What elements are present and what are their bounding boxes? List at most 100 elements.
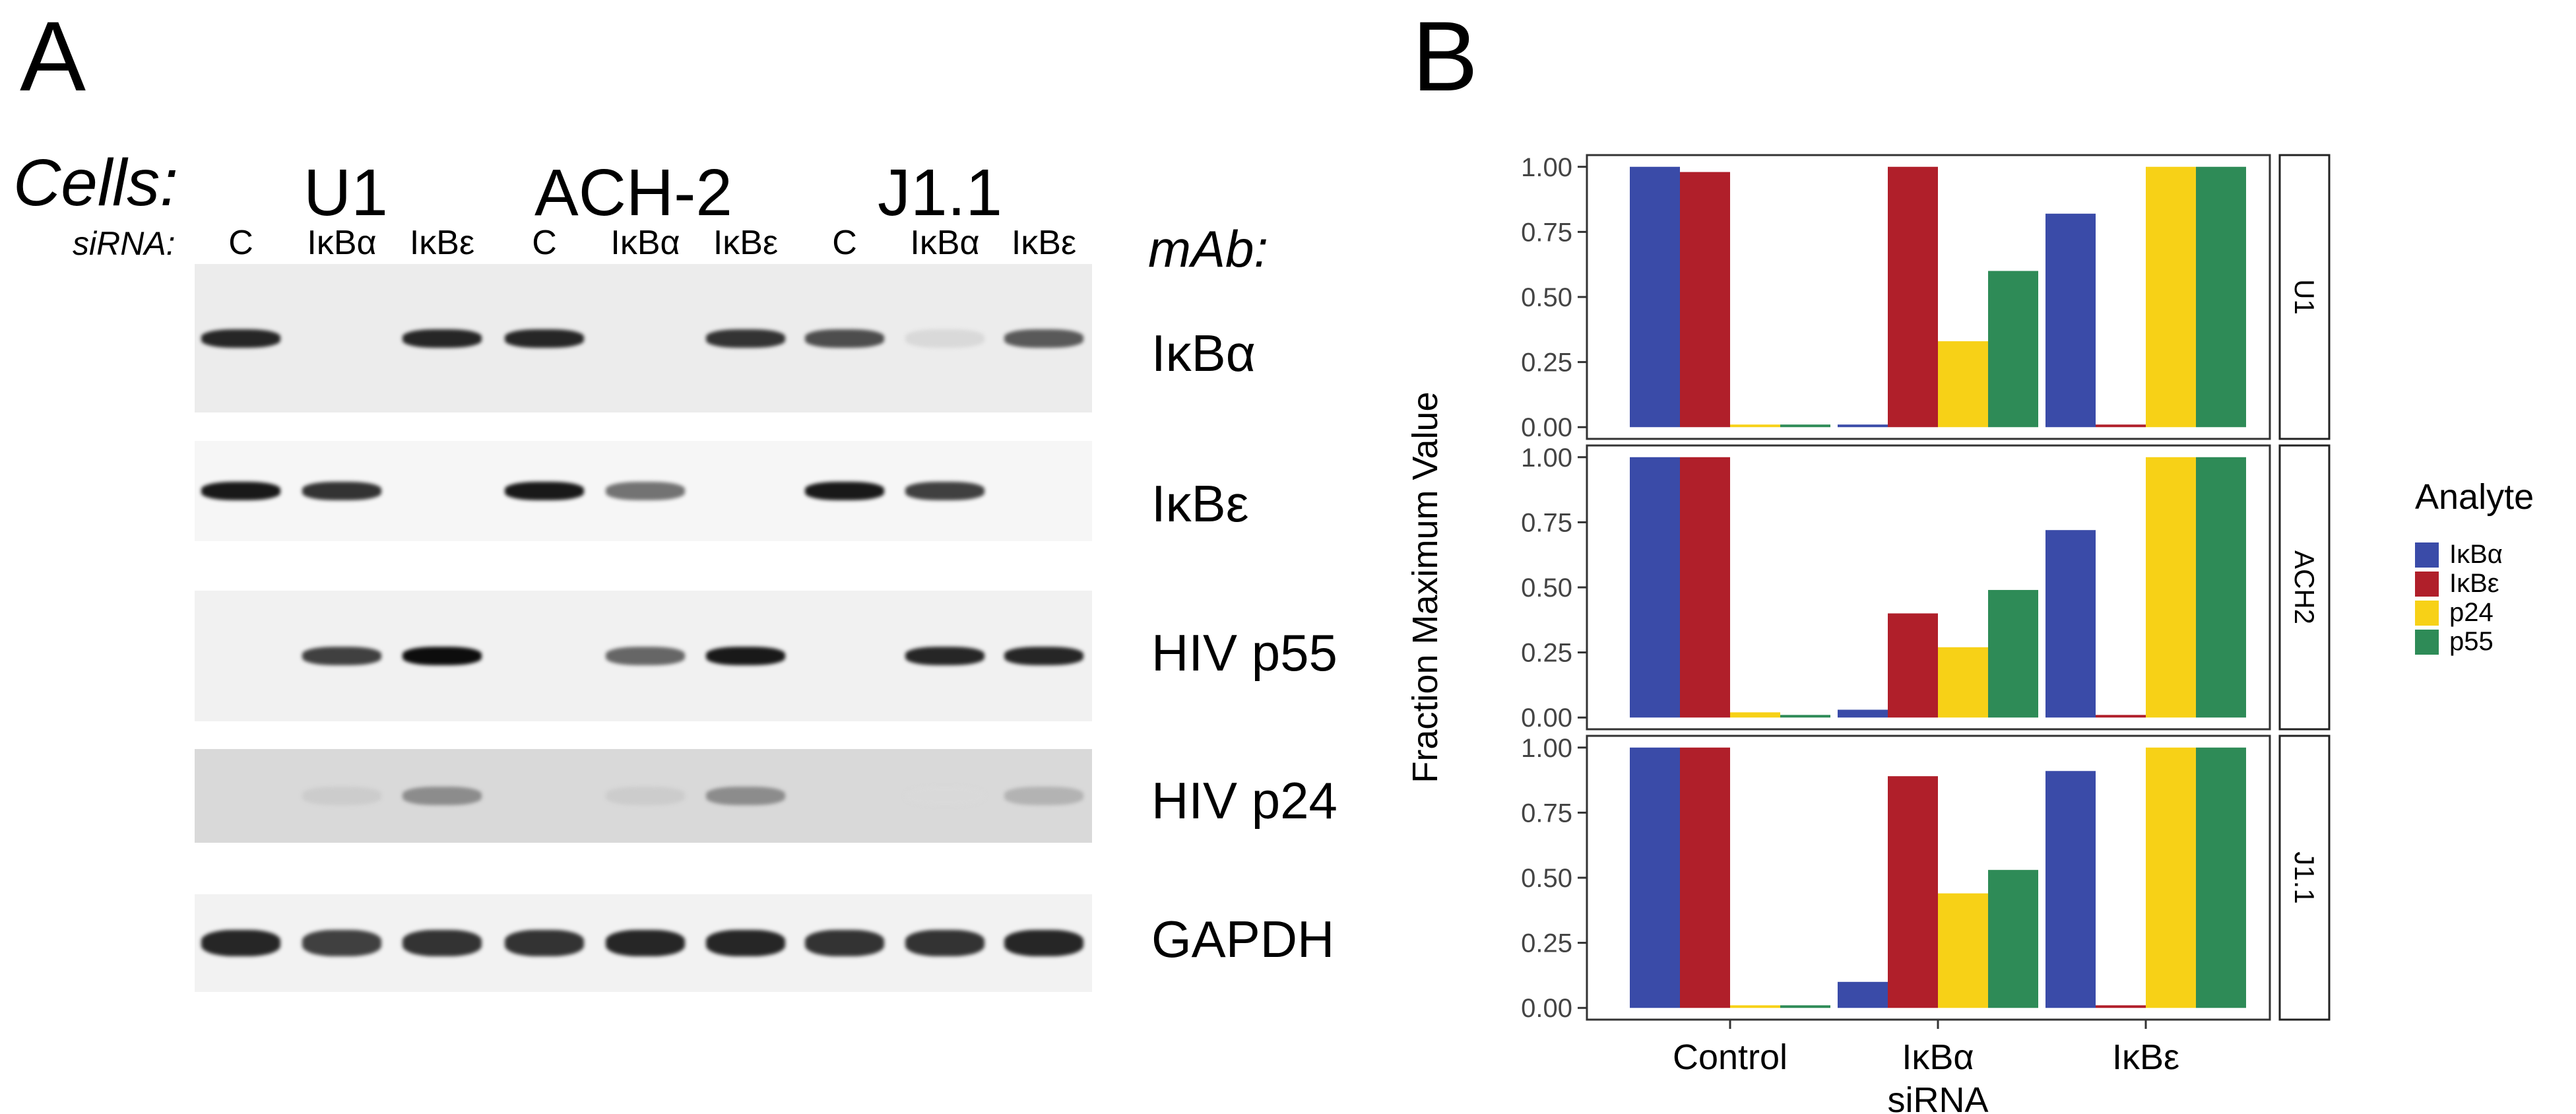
blot-band	[905, 329, 984, 348]
facet-label: U1	[2289, 279, 2320, 315]
blot-band	[706, 647, 785, 665]
y-tick-label: 0.25	[1521, 348, 1572, 377]
y-tick-label: 0.00	[1521, 994, 1572, 1023]
cell-line-u1: U1	[304, 156, 388, 230]
legend-swatch	[2415, 572, 2439, 597]
antibody-label: IκBε	[1151, 475, 1249, 533]
bar	[1938, 893, 1988, 1008]
blot-band	[805, 329, 884, 348]
bar	[1938, 341, 1988, 428]
blot-band	[201, 930, 280, 956]
bar	[2045, 771, 2096, 1008]
blot-band	[402, 329, 482, 348]
bar	[2196, 747, 2246, 1008]
bar	[1780, 715, 1830, 718]
facet-strip	[2278, 154, 2331, 440]
blot-band	[905, 930, 984, 956]
facet-label: ACH2	[2289, 550, 2320, 624]
bar	[1838, 981, 1888, 1008]
lane-label: IκBε	[1011, 224, 1077, 262]
legend-label: IκBα	[2449, 540, 2503, 569]
blot-strip	[195, 264, 1092, 412]
blot-band	[1004, 647, 1083, 665]
facet-strip	[2278, 444, 2331, 731]
blot-band	[606, 930, 685, 956]
blot-band	[402, 647, 482, 665]
bar	[2096, 1005, 2146, 1008]
lane-label: C	[228, 224, 253, 262]
bar	[2146, 457, 2196, 718]
blot-strip	[195, 749, 1092, 843]
blot-strip	[195, 441, 1092, 541]
bar	[1730, 424, 1780, 428]
bar	[1630, 166, 1680, 428]
blot-band	[706, 787, 785, 805]
y-tick-label: 1.00	[1521, 734, 1572, 763]
bar	[1888, 776, 1938, 1008]
legend-swatch	[2415, 601, 2439, 626]
bar	[1838, 424, 1888, 428]
bar	[1780, 1005, 1830, 1008]
blot-band	[805, 482, 884, 500]
blot-band	[1004, 329, 1083, 348]
blot-band	[201, 482, 280, 500]
blot-band	[505, 482, 584, 500]
sirna-label: siRNA:	[73, 225, 176, 262]
blot-band	[606, 647, 685, 665]
legend-label: IκBε	[2449, 569, 2499, 598]
blot-band	[402, 787, 482, 805]
bar	[1780, 424, 1830, 428]
blot-band	[1004, 930, 1083, 956]
panel-b-letter: B	[1412, 1, 1479, 112]
x-tick-label: siRNA	[1887, 1080, 1988, 1114]
x-tick-label: IκBε	[2112, 1037, 2179, 1077]
lane-label: IκBα	[910, 224, 980, 262]
antibody-label: IκBα	[1151, 324, 1256, 382]
y-tick-label: 0.75	[1521, 508, 1572, 537]
blot-band	[1004, 787, 1083, 805]
blot-band	[302, 787, 381, 805]
bar	[1988, 589, 2038, 718]
bar	[2196, 457, 2246, 718]
panel-a-letter: A	[20, 1, 86, 112]
antibody-label: HIV p55	[1151, 624, 1337, 682]
blot-band	[905, 647, 984, 665]
legend-swatch	[2415, 542, 2439, 568]
legend-label: p24	[2449, 598, 2494, 627]
y-tick-label: 1.00	[1521, 153, 1572, 182]
blot-band	[606, 787, 685, 805]
cell-line-ach2: ACH-2	[534, 156, 733, 230]
cell-line-j11: J1.1	[878, 156, 1003, 230]
bar	[1680, 457, 1730, 718]
blot-band	[905, 482, 984, 500]
blot-band	[201, 329, 280, 348]
antibody-label: HIV p24	[1151, 771, 1337, 830]
bar	[1730, 712, 1780, 718]
x-tick-label: IκBα	[1902, 1037, 1974, 1077]
blot-strip	[195, 894, 1092, 992]
lane-label: IκBα	[307, 224, 377, 262]
bar	[1988, 870, 2038, 1008]
bar	[2045, 530, 2096, 718]
facet-label: J1.1	[2289, 851, 2320, 903]
mab-label: mAb:	[1148, 220, 1269, 278]
bar	[1888, 166, 1938, 428]
blot-band	[402, 930, 482, 956]
bar	[2096, 424, 2146, 428]
blot-band	[805, 930, 884, 956]
lane-label: IκBε	[409, 224, 475, 262]
blot-band	[905, 787, 984, 805]
y-tick-label: 0.75	[1521, 799, 1572, 828]
bar	[1630, 457, 1680, 718]
y-tick-label: 0.50	[1521, 283, 1572, 312]
bar	[1838, 709, 1888, 718]
bar	[2045, 213, 2096, 428]
y-tick-label: 0.00	[1521, 413, 1572, 442]
bar	[1938, 647, 1988, 718]
y-tick-label: 0.50	[1521, 573, 1572, 603]
blot-band	[606, 482, 685, 500]
bar	[1630, 747, 1680, 1008]
lane-label: C	[832, 224, 857, 262]
y-axis-title: Fraction Maximum Value	[1405, 391, 1445, 783]
